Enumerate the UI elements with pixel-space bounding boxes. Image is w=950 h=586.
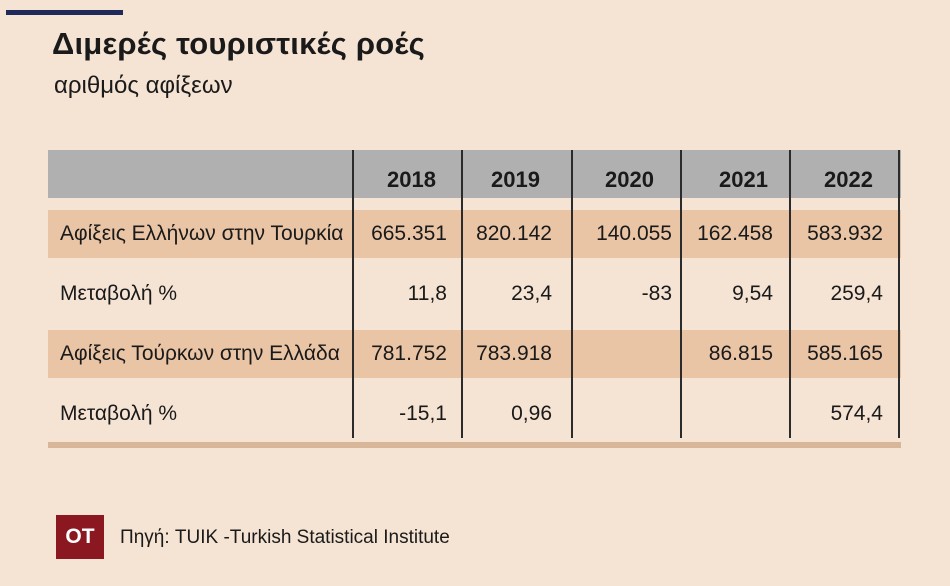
table-cell: 86.815 bbox=[708, 342, 773, 365]
row-label: Αφίξεις Τούρκων στην Ελλάδα bbox=[60, 342, 340, 365]
table-cell: 11,8 bbox=[407, 282, 447, 305]
column-header-2022: 2022 bbox=[824, 167, 873, 192]
table-cell: 583.932 bbox=[807, 222, 883, 245]
source-note: Πηγή: TUIK -Turkish Statistical Institut… bbox=[120, 527, 450, 548]
chart-subtitle: αριθμός αφίξεων bbox=[54, 72, 233, 99]
row-shade-3 bbox=[48, 330, 901, 378]
table-cell: 140.055 bbox=[596, 222, 672, 245]
table-cell: 783.918 bbox=[476, 342, 552, 365]
row-shade-1 bbox=[48, 210, 901, 258]
column-header-2021: 2021 bbox=[719, 167, 768, 192]
table-cell: 9,54 bbox=[732, 282, 773, 305]
table-cell: 574,4 bbox=[830, 402, 883, 425]
column-divider bbox=[680, 150, 682, 438]
accent-line bbox=[6, 10, 123, 15]
table-cell: 585.165 bbox=[807, 342, 883, 365]
column-header-2018: 2018 bbox=[387, 167, 436, 192]
chart-title: Διμερές τουριστικές ροές bbox=[52, 26, 425, 61]
table-cell: 820.142 bbox=[476, 222, 552, 245]
table-bottom-rule bbox=[48, 442, 901, 448]
column-divider bbox=[352, 150, 354, 438]
column-divider bbox=[898, 150, 900, 438]
table-cell: -83 bbox=[641, 282, 672, 305]
table-cell: 0,96 bbox=[511, 402, 552, 425]
table-cell: 259,4 bbox=[830, 282, 883, 305]
header-row-background bbox=[48, 150, 901, 198]
table-cell: 23,4 bbox=[511, 282, 552, 305]
column-header-2020: 2020 bbox=[605, 167, 654, 192]
ot-logo: OT bbox=[56, 515, 104, 559]
table-cell: -15,1 bbox=[399, 402, 447, 425]
column-divider bbox=[789, 150, 791, 438]
table-cell: 162.458 bbox=[697, 222, 773, 245]
column-divider bbox=[571, 150, 573, 438]
row-label: Μεταβολή % bbox=[60, 402, 178, 425]
table-cell: 781.752 bbox=[371, 342, 447, 365]
row-label: Αφίξεις Ελλήνων στην Τουρκία bbox=[60, 222, 344, 245]
column-divider bbox=[461, 150, 463, 438]
column-header-2019: 2019 bbox=[491, 167, 540, 192]
row-label: Μεταβολή % bbox=[60, 282, 178, 305]
table-cell: 665.351 bbox=[371, 222, 447, 245]
